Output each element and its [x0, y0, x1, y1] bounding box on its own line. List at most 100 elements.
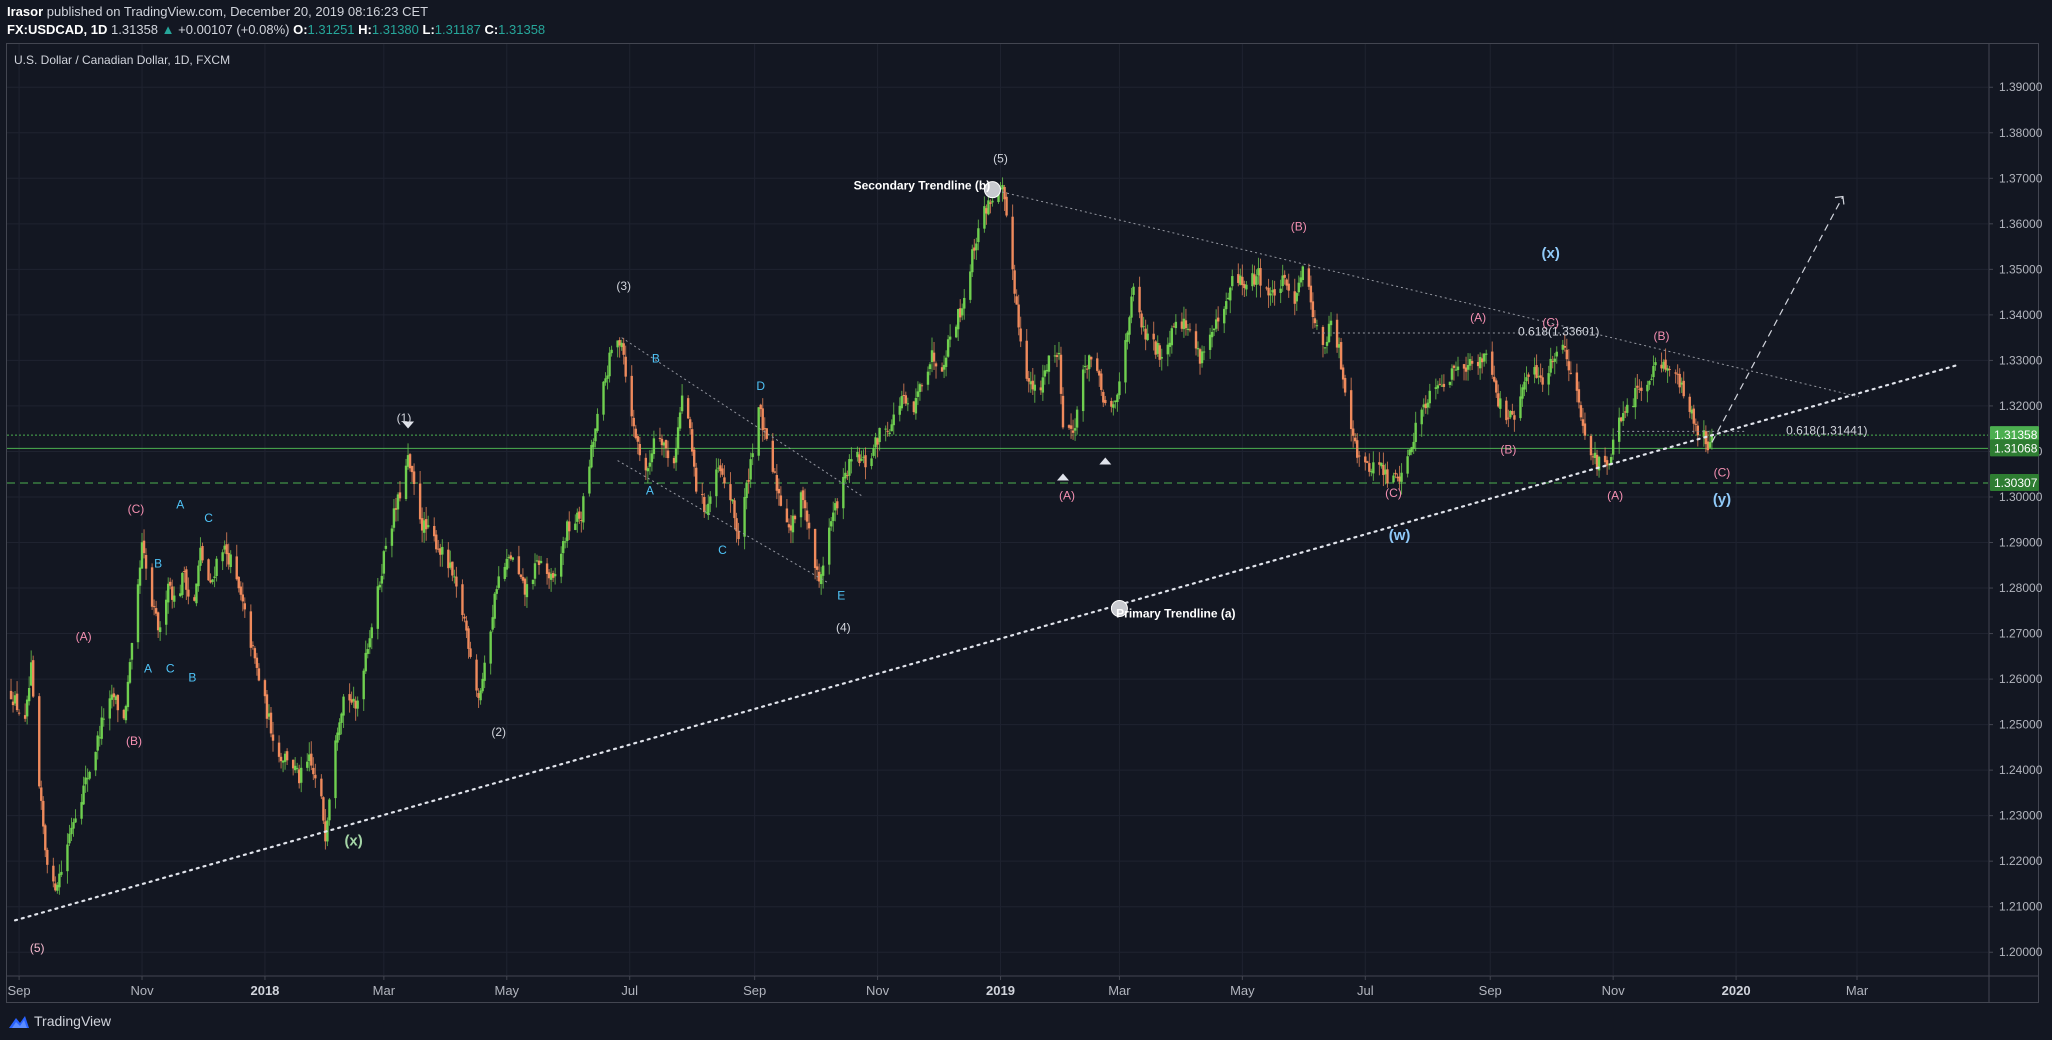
candle-body — [187, 589, 190, 597]
candle-body — [860, 458, 863, 461]
candle-body — [1632, 405, 1635, 408]
candle-body — [1019, 328, 1022, 342]
candle-body — [521, 576, 525, 581]
candle-body — [271, 734, 275, 741]
candle-body — [1354, 437, 1357, 442]
candle-body — [239, 586, 242, 595]
candle-body — [1301, 266, 1305, 281]
y-tick-label: 1.24000 — [1999, 763, 2043, 777]
candle-body — [1031, 380, 1034, 390]
candle-body — [985, 208, 988, 214]
candle-body — [646, 468, 650, 472]
candle-body — [1269, 293, 1272, 296]
x-tick-label: Sep — [1479, 983, 1502, 998]
candle-body — [1553, 358, 1556, 362]
publisher-name[interactable]: Irasor — [7, 4, 44, 19]
high-value: 1.31380 — [371, 22, 419, 37]
candle-body — [1482, 353, 1486, 362]
candle-body — [531, 579, 535, 585]
candle-body — [934, 363, 938, 367]
candle-body — [1005, 196, 1008, 216]
candle-body — [461, 584, 464, 616]
candle-body — [850, 459, 853, 462]
candle-body — [1634, 388, 1637, 408]
candle-body — [1114, 400, 1117, 403]
x-tick-label: Mar — [1846, 983, 1869, 998]
candle-body — [991, 200, 994, 203]
candle-body — [142, 540, 146, 554]
time-axis[interactable]: Sep Nov 2018 Mar May Jul Sep Nov 2019 Mar May Jul Se… — [7, 975, 2038, 998]
candle-body — [580, 519, 583, 521]
candle-body — [977, 228, 980, 243]
candle-body — [1208, 334, 1212, 350]
candle-body — [1339, 342, 1343, 370]
candle-body — [467, 628, 470, 649]
candle-body — [666, 450, 670, 459]
candle-body — [144, 555, 148, 569]
candle-body — [489, 631, 492, 664]
candle-body — [1098, 371, 1101, 376]
candle-body — [364, 652, 367, 672]
candle-body — [729, 484, 732, 501]
candle-body — [638, 444, 641, 456]
candle-body — [588, 466, 591, 494]
ohlc-line: FX:USDCAD, 1D 1.31358 ▲ +0.00107 (+0.08%… — [7, 22, 545, 37]
candle-body — [128, 662, 132, 683]
candle-body — [1547, 373, 1550, 385]
candle-body — [179, 593, 182, 597]
candle-body — [1678, 373, 1681, 388]
wave-label: B — [154, 557, 162, 571]
candle-body — [398, 492, 402, 499]
tradingview-brand[interactable]: TradingView — [34, 1013, 112, 1029]
candles — [9, 177, 1714, 895]
candle-body — [1636, 385, 1639, 388]
candle-body — [898, 405, 901, 415]
candle-body — [1422, 404, 1425, 408]
candle-body — [1505, 400, 1508, 421]
candle-body — [749, 459, 752, 480]
tradingview-logo-icon[interactable] — [8, 1014, 30, 1030]
candle-body — [426, 525, 430, 528]
price-chart[interactable]: (5)(A)(B)(C)ABCABC(x)(1)(2)(3)BACDE(4)(5… — [0, 0, 2052, 1004]
wave-label: C — [204, 511, 213, 525]
candle-body — [1251, 273, 1254, 287]
candle-body — [380, 575, 384, 584]
candle-body — [366, 649, 369, 654]
open-value: 1.31251 — [307, 22, 355, 37]
candle-body — [1309, 285, 1313, 303]
candle-body — [759, 404, 762, 410]
candle-body — [1364, 456, 1367, 463]
chart-frame[interactable] — [6, 43, 2039, 1003]
candle-body — [1087, 355, 1091, 370]
price-axis[interactable]: 1.39000 1.38000 1.37000 1.36000 1.35000 1.340… — [1988, 44, 2043, 1003]
candle-body — [453, 576, 456, 578]
candle-body — [1495, 380, 1498, 393]
candle-body — [269, 712, 273, 734]
candle-body — [1273, 289, 1276, 296]
candle-body — [1152, 333, 1155, 340]
y-tick-label: 1.33000 — [1999, 353, 2043, 367]
candle-body — [940, 367, 944, 372]
candle-body — [1315, 325, 1319, 327]
wave-label: (A) — [76, 629, 92, 643]
candle-body — [1624, 411, 1627, 413]
candle-body — [636, 436, 639, 442]
candle-body — [1083, 365, 1087, 368]
candle-body — [237, 576, 240, 589]
candle-body — [622, 343, 625, 355]
candle-body — [1225, 301, 1228, 310]
candle-body — [1513, 415, 1516, 420]
price-tag — [1990, 474, 2039, 492]
candle-body — [1470, 360, 1474, 364]
candle-body — [813, 528, 817, 569]
candle-body — [1480, 358, 1484, 363]
candle-body — [1541, 377, 1544, 385]
x-tick-label: 2019 — [986, 983, 1015, 998]
candle-body — [15, 693, 19, 711]
x-tick-label: Jul — [621, 983, 638, 998]
candle-body — [1231, 276, 1234, 287]
candle-body — [1210, 331, 1214, 338]
candle-body — [632, 417, 635, 427]
candle-body — [517, 556, 521, 575]
candle-body — [975, 243, 978, 251]
